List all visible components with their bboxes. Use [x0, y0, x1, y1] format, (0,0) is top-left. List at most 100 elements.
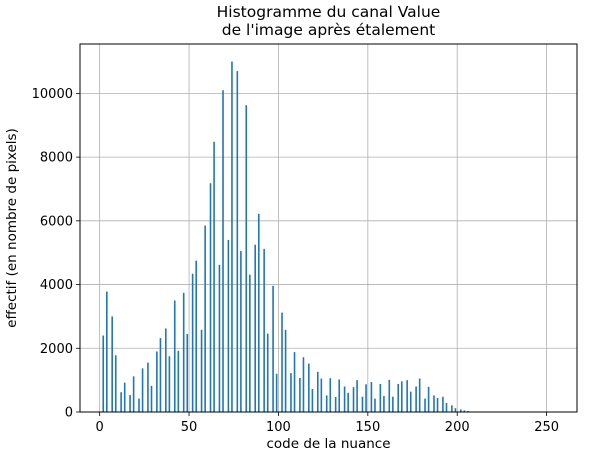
- histogram-bar: [111, 316, 113, 412]
- histogram-bar: [356, 380, 358, 412]
- histogram-bar: [168, 356, 171, 412]
- histogram-bar: [451, 405, 453, 412]
- x-tick-label: 250: [534, 420, 559, 435]
- histogram-bar: [374, 398, 376, 412]
- histogram-bar: [245, 105, 248, 413]
- histogram-bar: [257, 213, 260, 412]
- histogram-bar: [150, 385, 153, 412]
- histogram-bar: [302, 357, 305, 412]
- histogram-bar: [141, 368, 144, 412]
- histogram-bar: [308, 363, 310, 412]
- x-tick-label: 50: [181, 420, 198, 435]
- y-tick-label: 4000: [40, 278, 73, 293]
- histogram-bar: [379, 383, 382, 412]
- histogram-bar: [114, 355, 117, 412]
- histogram-bar: [182, 292, 185, 412]
- histogram-bar: [231, 61, 233, 413]
- histogram-bar: [347, 392, 349, 412]
- histogram-bar: [418, 378, 421, 412]
- x-tick-label: 100: [266, 420, 291, 435]
- histogram-bar: [218, 264, 221, 412]
- histogram-bar: [213, 141, 215, 413]
- histogram-bar: [275, 373, 278, 412]
- y-tick-label: 0: [65, 406, 73, 421]
- histogram-bar: [159, 338, 162, 412]
- histogram-bar: [383, 396, 385, 412]
- histogram-bar: [106, 291, 108, 412]
- histogram-bar: [463, 410, 466, 412]
- histogram-bar: [186, 333, 189, 412]
- histogram-bar: [424, 398, 426, 412]
- histogram-bar: [397, 383, 400, 412]
- histogram-bar: [173, 300, 176, 412]
- y-axis-label: effectif (en nombre de pixels): [4, 128, 20, 328]
- histogram-bar: [165, 328, 167, 412]
- histogram-bar: [195, 260, 198, 412]
- histogram-bar: [293, 352, 296, 412]
- histogram-bar: [147, 362, 149, 412]
- histogram-bar: [132, 376, 135, 412]
- histogram-bar: [343, 386, 346, 412]
- histogram-bar: [400, 381, 403, 412]
- y-tick-label: 6000: [40, 214, 73, 229]
- histogram-bar: [236, 71, 239, 413]
- chart-title: Histogramme du canal Value: [216, 3, 441, 21]
- histogram-bar: [123, 382, 126, 412]
- x-axis-label: code de la nuance: [266, 436, 391, 452]
- histogram-bar: [209, 183, 212, 412]
- histogram-bar: [240, 251, 242, 412]
- histogram-bar: [352, 387, 355, 412]
- y-tick-label: 8000: [40, 151, 73, 166]
- chart-subtitle: de l'image après étalement: [221, 21, 436, 39]
- histogram-bar: [325, 395, 328, 412]
- histogram-bar: [177, 350, 180, 412]
- histogram-bar: [334, 397, 337, 412]
- histogram-bar: [361, 396, 364, 412]
- x-tick-label: 150: [355, 420, 380, 435]
- histogram-bar: [120, 392, 122, 412]
- histogram-bar: [329, 378, 332, 412]
- histogram-bar: [200, 329, 203, 412]
- histogram-bar: [316, 371, 319, 412]
- histogram-bar: [445, 403, 448, 412]
- x-tick-label: 200: [445, 420, 470, 435]
- histogram-bar: [227, 239, 230, 412]
- histogram-bar: [254, 244, 257, 412]
- histogram-bar: [442, 396, 444, 412]
- histogram-bar: [191, 273, 194, 412]
- histogram-bar: [102, 335, 105, 412]
- histogram-bar: [392, 396, 394, 412]
- histogram-bar: [138, 398, 140, 412]
- histogram-bar: [406, 380, 408, 412]
- histogram-bar: [281, 312, 283, 412]
- histogram-bar: [415, 386, 417, 412]
- y-tick-label: 2000: [40, 342, 73, 357]
- histogram-bar: [263, 248, 265, 412]
- histogram-bar: [249, 274, 251, 412]
- histogram-bar: [388, 379, 391, 412]
- histogram-bar: [459, 409, 462, 412]
- histogram-bar: [266, 333, 269, 412]
- plot-frame: [79, 43, 578, 413]
- histogram-bar: [454, 408, 457, 412]
- histogram-bar: [129, 395, 131, 412]
- histogram-bar: [365, 384, 367, 412]
- histogram-bar: [311, 389, 314, 412]
- histogram-bar: [370, 382, 373, 412]
- histogram-bar: [156, 351, 158, 412]
- histogram-bar: [409, 391, 412, 412]
- histogram-bar: [436, 397, 439, 412]
- y-tick-label: 10000: [32, 87, 73, 102]
- histogram-bar: [284, 329, 287, 412]
- histogram-bar: [427, 386, 430, 412]
- histogram-bar: [338, 379, 341, 412]
- x-tick-label: 0: [96, 420, 104, 435]
- histogram-bar: [433, 395, 435, 412]
- histogram-bar: [290, 373, 292, 412]
- histogram-bar: [204, 225, 206, 412]
- histogram-bar: [320, 378, 323, 412]
- histogram-bar: [272, 285, 274, 412]
- histogram-bar: [299, 377, 301, 412]
- histogram-bar: [222, 90, 224, 413]
